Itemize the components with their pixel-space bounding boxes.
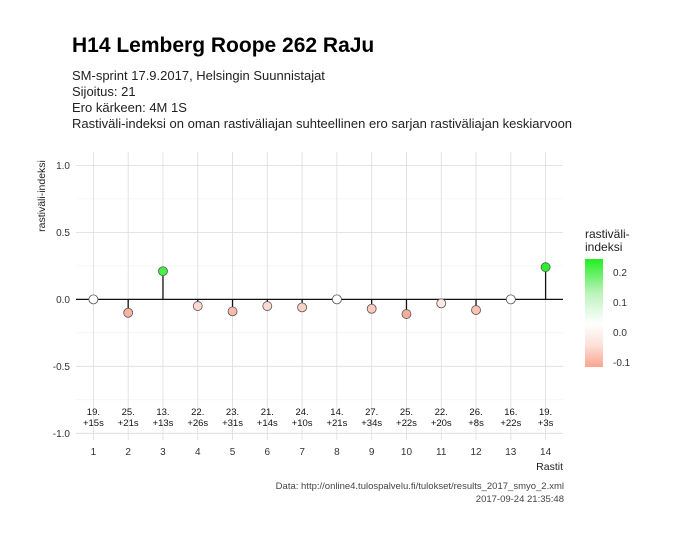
x-tick-label: 8	[334, 447, 340, 458]
x-axis-title: Rastit	[536, 461, 563, 473]
time-diff-label: +14s	[257, 418, 278, 429]
subtitle-line: Sijoitus: 21	[72, 84, 136, 99]
time-diff-label: +3s	[538, 418, 554, 429]
legend-colorbar	[585, 259, 603, 367]
x-tick-label: 12	[470, 447, 482, 458]
legend-tick-label: -0.1	[613, 358, 631, 369]
x-tick-label: 2	[125, 447, 131, 458]
time-diff-label: +10s	[292, 418, 313, 429]
x-tick-label: 11	[436, 447, 447, 458]
legend-title-line: rastiväli-	[585, 227, 630, 241]
chart-caption: Data: http://online4.tulospalvelu.fi/tul…	[276, 480, 564, 506]
time-diff-label: +8s	[468, 418, 484, 429]
placement-label: 14.	[330, 407, 343, 418]
time-diff-label: +31s	[222, 418, 243, 429]
legend-tick-label: 0.0	[613, 328, 627, 339]
data-point	[366, 303, 377, 314]
placement-label: 13.	[156, 407, 169, 418]
time-diff-label: +34s	[361, 418, 382, 429]
placement-label: 19.	[539, 407, 552, 418]
y-axis-title: rastiväli-indeksi	[36, 160, 48, 232]
data-point	[123, 307, 134, 318]
y-tick-label: -0.5	[53, 362, 71, 373]
x-tick-label: 13	[505, 447, 517, 458]
time-diff-label: +21s	[118, 418, 139, 429]
x-tick-label: 14	[540, 447, 552, 458]
data-point	[401, 309, 412, 319]
x-tick-label: 5	[230, 447, 236, 458]
legend-tick-label: 0.1	[613, 298, 627, 309]
time-diff-label: +22s	[396, 418, 417, 429]
placement-label: 26.	[469, 407, 482, 418]
data-point	[158, 266, 168, 277]
time-diff-label: +20s	[431, 418, 452, 429]
caption-source: Data: http://online4.tulospalvelu.fi/tul…	[275, 481, 564, 492]
data-point	[227, 306, 238, 317]
data-point	[297, 302, 308, 313]
data-point	[88, 294, 99, 305]
time-diff-label: +21s	[326, 418, 347, 429]
placement-label: 22.	[191, 407, 204, 418]
placement-label: 19.	[87, 407, 100, 418]
subtitle-line: Rastiväli-indeksi on oman rastiväliajan …	[72, 116, 573, 131]
time-diff-label: +22s	[500, 418, 521, 429]
data-point	[192, 301, 203, 311]
y-tick-label: 0.0	[56, 295, 70, 306]
placement-label: 23.	[226, 407, 239, 418]
time-diff-label: +13s	[153, 418, 174, 429]
placement-label: 25.	[122, 407, 135, 418]
y-tick-label: -1.0	[53, 429, 71, 440]
data-point	[436, 298, 447, 309]
chart-subtitle: SM-sprint 17.9.2017, Helsingin Suunnista…	[72, 68, 572, 132]
placement-label: 24.	[295, 407, 308, 418]
x-tick-label: 7	[299, 447, 305, 458]
placement-label: 27.	[365, 407, 378, 418]
chart-title: H14 Lemberg Roope 262 RaJu	[72, 34, 375, 57]
legend-title: rastiväli- indeksi	[585, 228, 630, 254]
x-tick-label: 9	[369, 447, 375, 458]
data-point	[331, 294, 342, 305]
legend-title-line: indeksi	[585, 240, 623, 254]
data-point	[540, 262, 551, 273]
legend-tick-label: 0.2	[613, 268, 627, 279]
data-point	[505, 294, 516, 305]
y-tick-label: 0.5	[56, 228, 70, 239]
data-point	[262, 301, 273, 311]
x-tick-label: 3	[160, 447, 166, 458]
subtitle-line: SM-sprint 17.9.2017, Helsingin Suunnista…	[72, 68, 325, 83]
placement-label: 22.	[435, 407, 448, 418]
y-tick-label: 1.0	[56, 161, 70, 172]
caption-timestamp: 2017-09-24 21:35:48	[475, 494, 564, 505]
subtitle-line: Ero kärkeen: 4M 1S	[72, 100, 187, 115]
x-tick-label: 1	[91, 447, 97, 458]
placement-label: 21.	[261, 407, 274, 418]
placement-label: 25.	[400, 407, 413, 418]
x-tick-label: 10	[401, 447, 413, 458]
time-diff-label: +26s	[187, 418, 208, 429]
placement-label: 16.	[504, 407, 517, 418]
data-point	[471, 305, 481, 315]
x-tick-label: 6	[265, 447, 271, 458]
x-tick-label: 4	[195, 447, 201, 458]
time-diff-label: +15s	[83, 418, 104, 429]
